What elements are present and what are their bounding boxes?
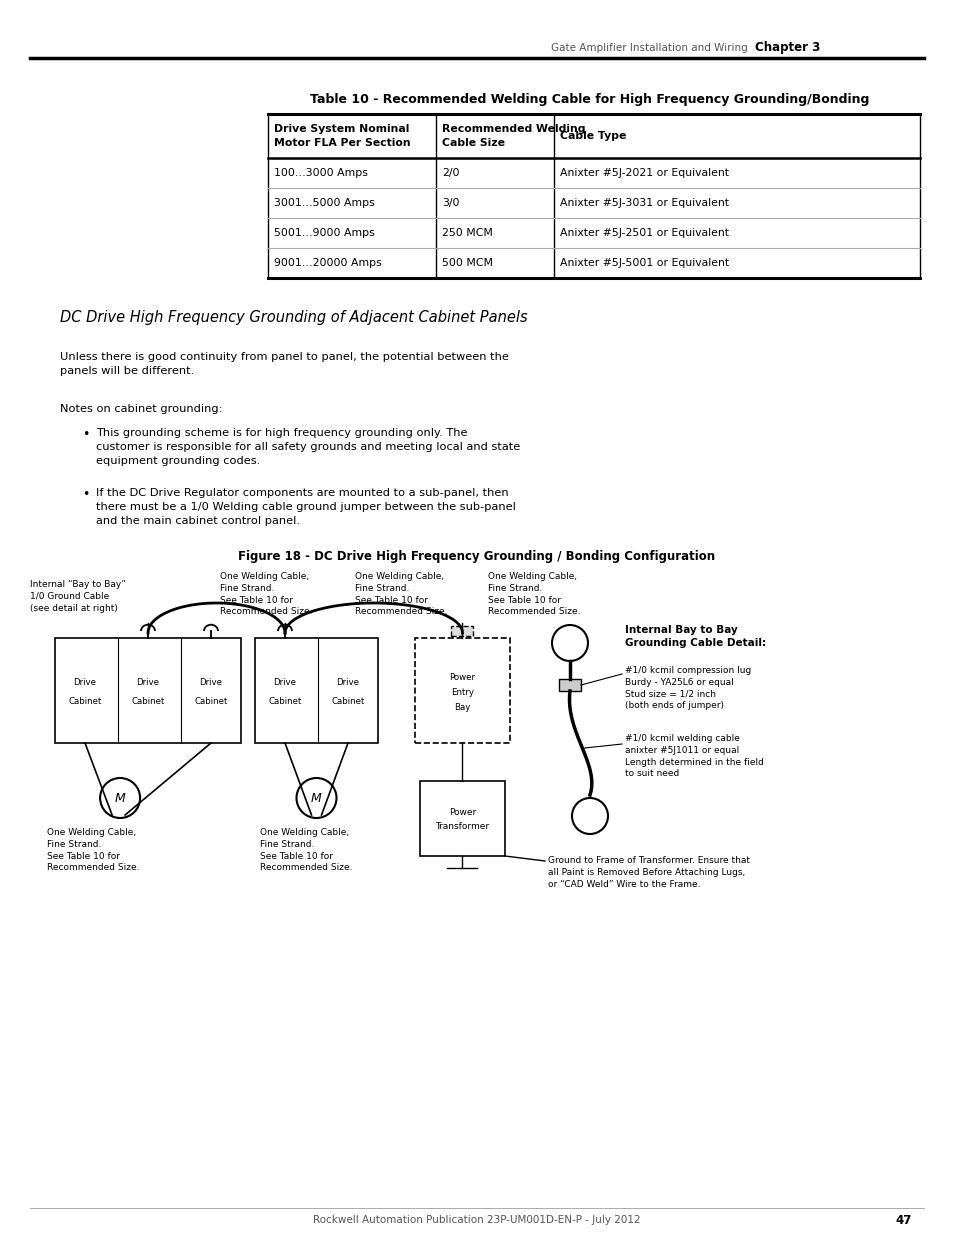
Text: One Welding Cable,
Fine Strand.
See Table 10 for
Recommended Size.: One Welding Cable, Fine Strand. See Tabl… [488, 572, 579, 616]
Text: Gate Amplifier Installation and Wiring: Gate Amplifier Installation and Wiring [551, 43, 747, 53]
Text: Drive: Drive [274, 678, 296, 687]
Text: Bay: Bay [454, 703, 470, 711]
Text: 3001…5000 Amps: 3001…5000 Amps [274, 198, 375, 207]
Bar [55, 638, 241, 743]
Text: Notes on cabinet grounding:: Notes on cabinet grounding: [60, 404, 222, 414]
Text: 47: 47 [895, 1214, 911, 1226]
Bar [254, 638, 377, 743]
Text: Cabinet: Cabinet [69, 697, 102, 705]
Text: Power: Power [449, 808, 476, 818]
Text: One Welding Cable,
Fine Strand.
See Table 10 for
Recommended Size.: One Welding Cable, Fine Strand. See Tabl… [260, 827, 352, 872]
Text: Ground to Frame of Transformer. Ensure that
all Paint is Removed Before Attachin: Ground to Frame of Transformer. Ensure t… [547, 856, 749, 889]
Text: Drive: Drive [199, 678, 222, 687]
Text: M: M [311, 792, 321, 804]
Text: Internal Bay to Bay
Grounding Cable Detail:: Internal Bay to Bay Grounding Cable Deta… [624, 625, 765, 648]
Text: Anixter #5J-2501 or Equivalent: Anixter #5J-2501 or Equivalent [559, 228, 728, 238]
Text: Chapter 3: Chapter 3 [754, 42, 820, 54]
Text: 250 MCM: 250 MCM [441, 228, 493, 238]
Circle shape [552, 625, 587, 661]
Text: 3/0: 3/0 [441, 198, 459, 207]
Text: 500 MCM: 500 MCM [441, 258, 493, 268]
Text: One Welding Cable,
Fine Strand.
See Table 10 for
Recommended Size.: One Welding Cable, Fine Strand. See Tabl… [355, 572, 447, 616]
Circle shape [296, 778, 336, 818]
Text: Drive System Nominal
Motor FLA Per Section: Drive System Nominal Motor FLA Per Secti… [274, 125, 410, 148]
Text: Recommended Welding
Cable Size: Recommended Welding Cable Size [441, 125, 585, 148]
Bar [415, 638, 510, 743]
Text: Entry: Entry [451, 688, 474, 697]
Text: If the DC Drive Regulator components are mounted to a sub-panel, then
there must: If the DC Drive Regulator components are… [96, 488, 516, 526]
Bar [419, 781, 504, 856]
Text: Power: Power [449, 673, 475, 683]
Text: Drive: Drive [136, 678, 159, 687]
Text: Unless there is good continuity from panel to panel, the potential between the
p: Unless there is good continuity from pan… [60, 352, 508, 375]
Text: #1/0 kcmil compression lug
Burdy - YA25L6 or equal
Stud size = 1/2 inch
(both en: #1/0 kcmil compression lug Burdy - YA25L… [624, 666, 750, 710]
Text: This grounding scheme is for high frequency grounding only. The
customer is resp: This grounding scheme is for high freque… [96, 429, 519, 466]
Text: Anixter #5J-2021 or Equivalent: Anixter #5J-2021 or Equivalent [559, 168, 728, 178]
Text: One Welding Cable,
Fine Strand.
See Table 10 for
Recommended Size.: One Welding Cable, Fine Strand. See Tabl… [220, 572, 313, 616]
Bar [558, 679, 580, 692]
Bar [451, 626, 473, 636]
Text: DC Drive High Frequency Grounding of Adjacent Cabinet Panels: DC Drive High Frequency Grounding of Adj… [60, 310, 527, 325]
Text: 5001…9000 Amps: 5001…9000 Amps [274, 228, 375, 238]
Text: Drive: Drive [73, 678, 96, 687]
Circle shape [100, 778, 140, 818]
Text: Cable Type: Cable Type [559, 131, 626, 141]
Text: Cabinet: Cabinet [268, 697, 301, 705]
Circle shape [572, 798, 607, 834]
Text: Table 10 - Recommended Welding Cable for High Frequency Grounding/Bonding: Table 10 - Recommended Welding Cable for… [310, 94, 869, 106]
Text: M: M [114, 792, 126, 804]
Text: •: • [82, 429, 90, 441]
Text: Anixter #5J-5001 or Equivalent: Anixter #5J-5001 or Equivalent [559, 258, 728, 268]
Text: Transformer: Transformer [435, 823, 489, 831]
Text: Cabinet: Cabinet [194, 697, 228, 705]
Text: 9001…20000 Amps: 9001…20000 Amps [274, 258, 381, 268]
Text: •: • [82, 488, 90, 501]
Text: 2/0: 2/0 [441, 168, 459, 178]
Text: Figure 18 - DC Drive High Frequency Grounding / Bonding Configuration: Figure 18 - DC Drive High Frequency Grou… [238, 550, 715, 563]
Text: One Welding Cable,
Fine Strand.
See Table 10 for
Recommended Size.: One Welding Cable, Fine Strand. See Tabl… [47, 827, 139, 872]
Text: Cabinet: Cabinet [331, 697, 364, 705]
Text: 100…3000 Amps: 100…3000 Amps [274, 168, 368, 178]
Text: #1/0 kcmil welding cable
anixter #5J1011 or equal
Length determined in the field: #1/0 kcmil welding cable anixter #5J1011… [624, 734, 763, 778]
Text: Internal “Bay to Bay”
1/0 Ground Cable
(see detail at right): Internal “Bay to Bay” 1/0 Ground Cable (… [30, 580, 126, 613]
Text: Cabinet: Cabinet [132, 697, 165, 705]
Text: Drive: Drive [336, 678, 359, 687]
Text: Anixter #5J-3031 or Equivalent: Anixter #5J-3031 or Equivalent [559, 198, 728, 207]
Text: Rockwell Automation Publication 23P-UM001D-EN-P - July 2012: Rockwell Automation Publication 23P-UM00… [313, 1215, 640, 1225]
